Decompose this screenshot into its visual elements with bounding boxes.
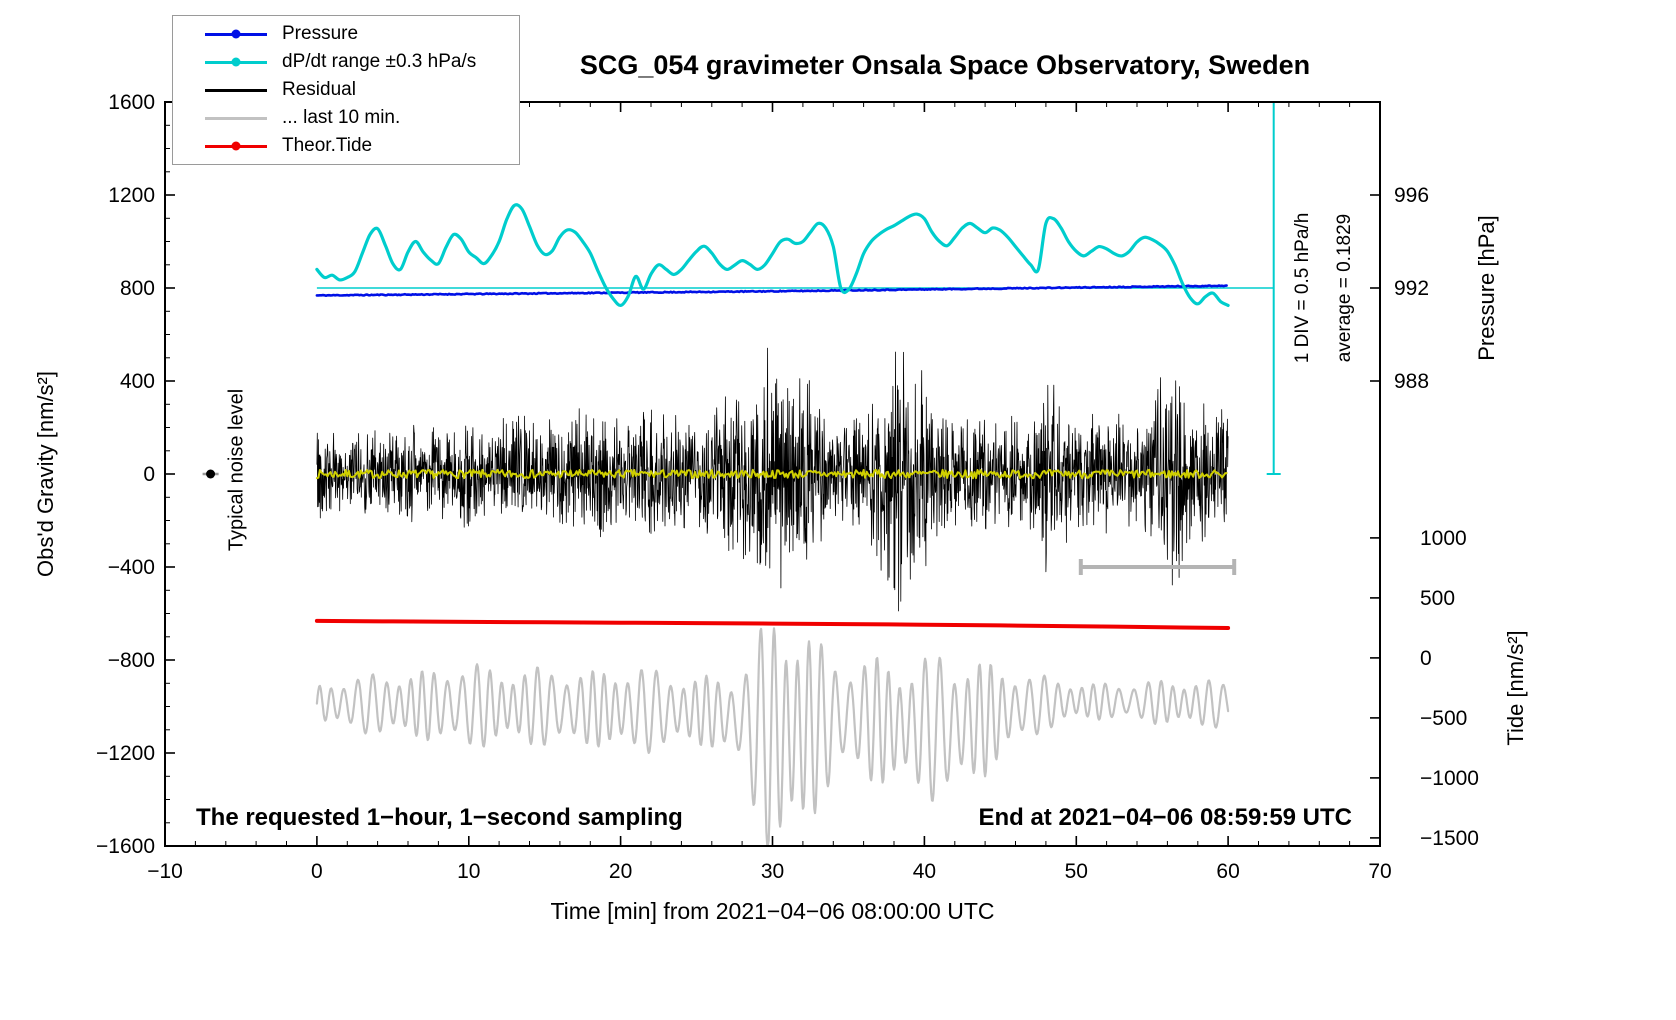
legend-sample-line [205,57,267,67]
average-label: average = 0.1829 [1334,213,1355,363]
series-dpdt-range [315,203,1230,307]
legend-sample-line [205,29,267,39]
pressure-tick-label: 992 [1394,277,1429,300]
noise-level-label: Typical noise level [225,388,248,552]
legend-marker-dot [231,29,241,39]
x-tick-label: 50 [1065,860,1088,883]
legend-sample-line [205,85,267,95]
tide-tick-label: 500 [1420,587,1455,610]
series-residual-filtered [315,468,1228,480]
x-tick-label: 20 [609,860,632,883]
legend-label: Residual [282,79,356,100]
legend-marker-dot [231,57,241,67]
y-tick-label: 1600 [108,91,155,114]
legend-item: Pressure [173,21,519,47]
x-tick-label: −10 [147,860,183,883]
legend-marker-dot [231,141,241,151]
tide-tick-label: −1000 [1420,767,1479,790]
y-axis-label-pressure: Pressure [hPa] [1474,215,1499,361]
tide-tick-label: −500 [1420,707,1467,730]
legend-label: Theor.Tide [282,135,373,156]
x-tick-label: 0 [311,860,323,883]
x-tick-label: 60 [1216,860,1239,883]
y-tick-label: −400 [108,556,155,579]
legend-label: ... last 10 min. [282,107,401,128]
y-tick-label: 0 [143,463,155,486]
pressure-tick-label: 996 [1394,184,1429,207]
legend-label: Pressure [282,23,359,44]
y-tick-label: −1200 [96,742,155,765]
legend-item: Residual [173,77,519,103]
legend-sample-line [205,113,267,123]
page-title: SCG_054 gravimeter Onsala Space Observat… [579,50,1311,80]
legend-item: Theor.Tide [173,133,519,159]
y-axis-label-gravity: Obs'd Gravity [nm/s²] [33,371,58,577]
tide-tick-label: −1500 [1420,827,1479,850]
legend-item: ... last 10 min. [173,105,519,131]
y-tick-label: −1600 [96,835,155,858]
x-tick-label: 40 [913,860,936,883]
tide-tick-label: 0 [1420,647,1432,670]
tide-tick-label: 1000 [1420,527,1467,550]
series-pressure [315,284,1228,297]
sampling-annotation: The requested 1−hour, 1−second sampling [196,804,683,831]
pressure-tick-label: 988 [1394,370,1429,393]
legend-sample-line [205,141,267,151]
y-tick-label: −800 [108,649,155,672]
x-tick-label: 70 [1368,860,1391,883]
end-time-annotation: End at 2021−04−06 08:59:59 UTC [978,804,1352,831]
y-tick-label: 800 [120,277,155,300]
series-residual [316,347,1229,612]
series-theor-tide [314,618,1231,630]
y-tick-label: 1200 [108,184,155,207]
legend-label: dP/dt range ±0.3 hPa/s [282,51,477,72]
div-scale-label: 1 DIV = 0.5 hPa/h [1292,212,1313,364]
series-last-10-min [315,627,1230,846]
x-tick-label: 30 [761,860,784,883]
legend: Pressure dP/dt range ±0.3 hPa/s Residual..… [172,15,520,165]
y-tick-label: 400 [120,370,155,393]
noise-marker-dot [206,469,216,479]
y-axis-label-tide: Tide [nm/s²] [1503,630,1528,746]
x-tick-label: 10 [457,860,480,883]
x-axis-label: Time [min] from 2021−04−06 08:00:00 UTC [550,898,995,924]
legend-item: dP/dt range ±0.3 hPa/s [173,49,519,75]
